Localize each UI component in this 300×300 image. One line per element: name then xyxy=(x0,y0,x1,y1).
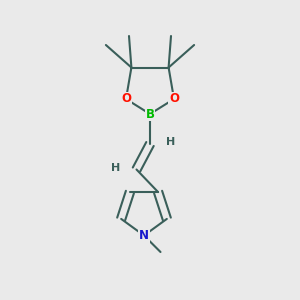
Text: H: H xyxy=(166,136,175,147)
Text: H: H xyxy=(112,163,121,173)
Text: O: O xyxy=(121,92,131,106)
Text: O: O xyxy=(169,92,179,106)
Text: B: B xyxy=(146,107,154,121)
Text: N: N xyxy=(139,229,149,242)
